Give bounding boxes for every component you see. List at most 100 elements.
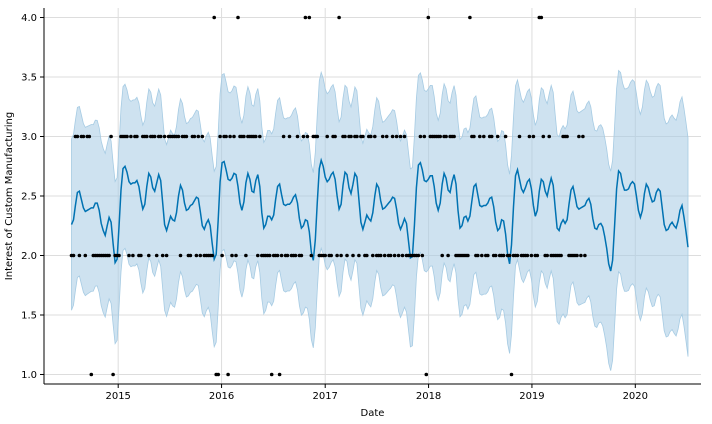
observed-point [162, 134, 167, 139]
observed-point [380, 134, 385, 139]
observed-point [517, 134, 522, 139]
observed-point [541, 134, 546, 139]
observed-point [478, 134, 482, 139]
observed-point [493, 253, 498, 258]
observed-point [158, 134, 163, 139]
observed-point [509, 372, 514, 377]
observed-point [438, 134, 443, 139]
observed-point [287, 134, 292, 139]
observed-point [527, 134, 532, 139]
observed-point [369, 134, 373, 139]
observed-point [357, 253, 361, 258]
observed-point [75, 134, 80, 139]
observed-point [539, 15, 544, 20]
y-tick-label: 2.5 [21, 192, 37, 203]
y-tick-label: 4.0 [21, 13, 37, 24]
observed-point [444, 134, 448, 139]
observed-point [323, 253, 328, 258]
observed-point [315, 134, 320, 139]
observed-point [472, 134, 476, 139]
observed-point [160, 253, 165, 258]
y-tick-label: 1.0 [21, 370, 37, 381]
forecast-line [70, 157, 689, 272]
observed-point [216, 372, 220, 377]
observed-point [501, 253, 506, 258]
observed-point [77, 253, 82, 258]
observed-point [382, 253, 387, 258]
observed-point [426, 15, 431, 20]
observed-point [495, 134, 500, 139]
observed-point [295, 134, 300, 139]
observed-point [422, 134, 427, 139]
x-tick-label: 2017 [312, 391, 337, 402]
observed-point [579, 253, 583, 258]
observed-point [396, 253, 401, 258]
observed-point [188, 253, 193, 258]
observed-point [147, 253, 151, 258]
observed-point [275, 253, 280, 258]
observed-point [468, 15, 472, 20]
observed-point [384, 134, 389, 139]
observed-point [218, 134, 222, 139]
observed-point [361, 134, 365, 139]
observed-point [351, 253, 355, 258]
observed-point [81, 134, 86, 139]
y-tick-label: 3.0 [21, 132, 37, 143]
observed-point [559, 253, 563, 258]
y-tick-label: 3.5 [21, 73, 37, 84]
observed-point [176, 134, 181, 139]
observed-point [329, 253, 334, 258]
observed-point [194, 253, 199, 258]
observed-point [507, 253, 512, 258]
observed-point [337, 15, 341, 20]
observed-point [309, 253, 314, 258]
y-tick-label: 2.0 [21, 251, 37, 262]
observed-point [226, 372, 230, 377]
observed-point [392, 253, 397, 258]
observed-point [390, 134, 395, 139]
observed-point [525, 253, 530, 258]
observed-point [210, 253, 214, 258]
observed-point [466, 253, 470, 258]
observed-point [452, 134, 456, 139]
observed-point [416, 253, 421, 258]
observed-point [373, 134, 377, 139]
observed-point [547, 134, 551, 139]
observed-point [267, 253, 272, 258]
observed-point [127, 253, 131, 258]
observed-point [279, 253, 284, 258]
observed-point [198, 253, 203, 258]
observed-point [515, 253, 520, 258]
x-tick-label: 2015 [105, 391, 130, 402]
observed-point [531, 134, 536, 139]
observed-point [583, 253, 587, 258]
observed-point [129, 134, 133, 139]
observed-point [154, 253, 159, 258]
observed-point [305, 134, 310, 139]
observed-point [135, 134, 139, 139]
observed-point [109, 134, 113, 139]
observed-point [388, 253, 393, 258]
observed-point [577, 134, 581, 139]
observed-point [394, 134, 399, 139]
observed-point [117, 253, 121, 258]
observed-point [89, 372, 94, 377]
observed-point [277, 372, 282, 377]
observed-point [299, 253, 304, 258]
uncertainty-band [71, 69, 689, 371]
observed-point [482, 134, 486, 139]
observed-point [476, 253, 480, 258]
observed-point [269, 372, 274, 377]
observed-point [349, 134, 353, 139]
observed-point [107, 253, 111, 258]
observed-point [164, 253, 169, 258]
observed-point [192, 134, 197, 139]
observed-point [139, 253, 143, 258]
y-axis-title: Interest of Custom Manufacturing [4, 112, 15, 280]
x-axis-title: Date [361, 408, 385, 419]
y-tick-label: 1.5 [21, 310, 37, 321]
observed-point [545, 253, 549, 258]
observed-point [378, 253, 383, 258]
y-ticks: 1.0 1.5 2.0 2.5 3.0 3.5 4.0 [21, 13, 44, 381]
observed-point [145, 134, 149, 139]
